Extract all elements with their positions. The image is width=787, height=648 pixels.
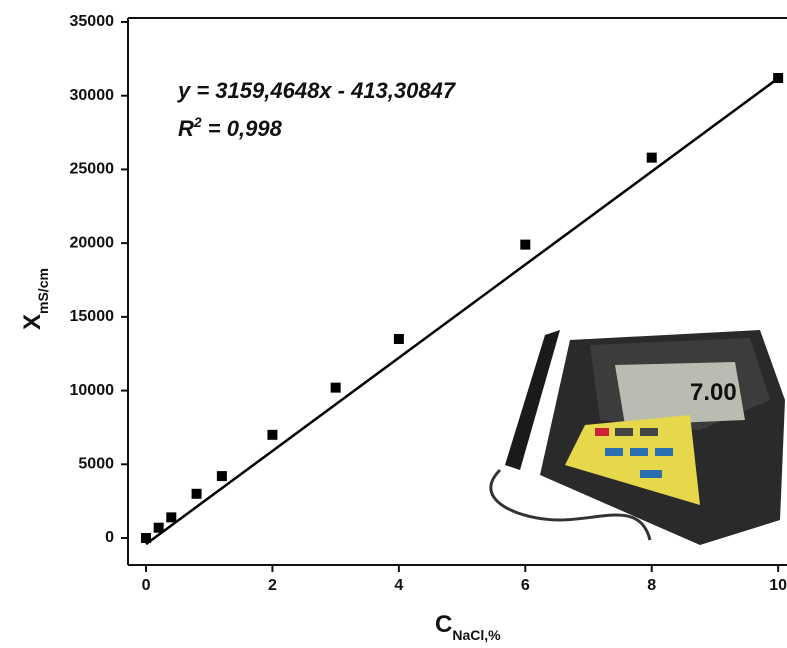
y-title-main: X (19, 314, 46, 330)
data-point (393, 333, 404, 344)
data-point (330, 382, 341, 393)
x-tick-label: 2 (268, 577, 277, 594)
data-point (646, 152, 657, 163)
r-label: R (178, 116, 194, 141)
x-tick-label: 6 (521, 577, 530, 594)
data-point (166, 512, 177, 523)
r-squared: R2 = 0,998 (178, 114, 283, 141)
y-tick-label: 35000 (70, 13, 115, 30)
x-title-main: C (435, 611, 452, 638)
data-point (141, 533, 152, 544)
x-title-sub: NaCl,% (452, 627, 501, 643)
x-axis-title: CNaCl,% (435, 611, 501, 643)
data-point (216, 471, 227, 482)
data-point (191, 488, 202, 499)
y-tick-label: 15000 (70, 308, 115, 325)
x-tick-label: 8 (647, 577, 656, 594)
y-tick-label: 20000 (70, 234, 115, 251)
equation: y = 3159,4648x - 413,30847 (177, 78, 457, 103)
y-tick-label: 0 (105, 529, 114, 546)
r-rest: = 0,998 (202, 116, 283, 141)
y-tick-label: 5000 (78, 456, 114, 473)
data-point (267, 429, 278, 440)
y-title-sub: mS/cm (35, 268, 51, 314)
y-tick-label: 30000 (70, 87, 115, 104)
data-point (153, 522, 164, 533)
data-point (520, 239, 531, 250)
y-tick-label: 25000 (70, 161, 115, 178)
y-axis-title: XmS/cm (19, 268, 51, 330)
svg-text:7.00: 7.00 (690, 379, 737, 406)
x-tick-label: 10 (769, 577, 787, 594)
r-sup: 2 (193, 114, 202, 130)
x-tick-label: 0 (142, 577, 151, 594)
fit-line (145, 74, 783, 546)
y-tick-label: 10000 (70, 382, 115, 399)
meter-illustration: 7.00 (489, 330, 785, 545)
x-tick-label: 4 (394, 577, 403, 594)
